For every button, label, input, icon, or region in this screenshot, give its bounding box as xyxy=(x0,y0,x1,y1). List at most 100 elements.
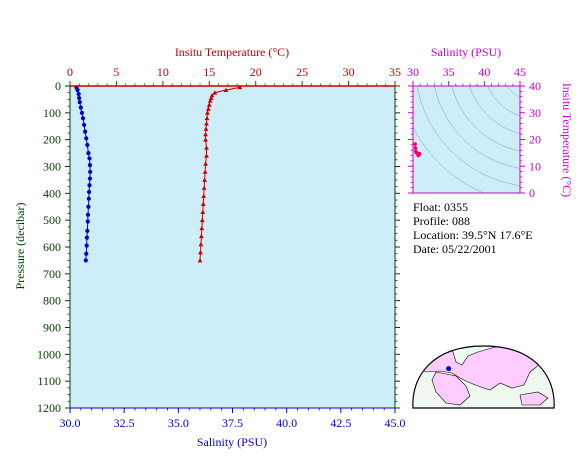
temperature-point xyxy=(198,233,204,239)
ts-temperature-tick-label: 0 xyxy=(529,186,535,200)
salinity-point xyxy=(87,176,93,181)
pressure-tick-label: 600 xyxy=(43,240,61,254)
temperature-tick-label: 5 xyxy=(113,65,119,79)
pressure-tick-label: 1200 xyxy=(37,401,61,415)
salinity-point xyxy=(75,87,80,93)
pressure-tick-label: 0 xyxy=(55,79,61,93)
pressure-axis-title: Pressure (decibar) xyxy=(13,203,27,290)
pressure-tick-label: 200 xyxy=(43,133,61,147)
ts-salinity-tick-label: 35 xyxy=(443,65,455,79)
ts-marks xyxy=(413,142,422,158)
ts-point xyxy=(413,146,418,150)
temperature-point xyxy=(203,137,208,142)
salinity-point xyxy=(84,235,89,240)
ts-temperature-tick-label: 30 xyxy=(529,106,541,120)
salinity-point xyxy=(84,251,89,256)
temperature-point xyxy=(202,177,208,182)
temperature-point xyxy=(204,153,209,158)
temperature-point xyxy=(198,241,204,247)
temperature-point xyxy=(206,102,212,107)
ts-plot-area xyxy=(413,86,520,193)
ts-temperature-tick-label: 40 xyxy=(529,79,541,93)
salinity-tick-label: 40.0 xyxy=(276,416,297,430)
salinity-tick-label: 45.0 xyxy=(385,416,406,430)
temperature-tick-label: 25 xyxy=(296,65,308,79)
profile-number: Profile: 088 xyxy=(413,214,470,228)
temperature-point xyxy=(198,249,203,255)
temperature-tick-label: 15 xyxy=(203,65,215,79)
salinity-point xyxy=(86,196,91,201)
ts-salinity-tick-label: 30 xyxy=(407,65,419,79)
pressure-tick-label: 900 xyxy=(43,321,61,335)
salinity-point xyxy=(79,110,85,115)
temperature-tick-label: 30 xyxy=(343,65,355,79)
temperature-point xyxy=(199,217,205,223)
pressure-tick-label: 1100 xyxy=(37,374,61,388)
profile-marks xyxy=(74,84,243,263)
temperature-point xyxy=(201,193,207,198)
temperature-point xyxy=(237,84,243,90)
map-outline xyxy=(412,345,555,409)
pressure-tick-label: 1000 xyxy=(37,347,61,361)
pressure-tick-label: 500 xyxy=(43,213,61,227)
pressure-tick-label: 800 xyxy=(43,294,61,308)
salinity-tick-label: 32.5 xyxy=(114,416,135,430)
temperature-point xyxy=(223,87,229,92)
salinity-point xyxy=(78,105,83,110)
date: Date: 05/22/2001 xyxy=(413,242,497,256)
temperature-point xyxy=(202,169,208,174)
salinity-tick-label: 35.0 xyxy=(168,416,189,430)
temperature-point xyxy=(203,161,208,166)
salinity-point xyxy=(84,243,89,248)
salinity-point xyxy=(85,142,90,148)
ts-salinity-tick-label: 40 xyxy=(478,65,490,79)
salinity-profile-line xyxy=(76,87,91,261)
temperature-point xyxy=(203,126,209,131)
salinity-point xyxy=(88,169,93,174)
salinity-point xyxy=(86,189,92,195)
temperature-point xyxy=(212,90,218,95)
temperature-point xyxy=(203,131,208,137)
salinity-point xyxy=(76,91,81,97)
profile-plot-area xyxy=(70,86,395,408)
salinity-point xyxy=(87,163,93,168)
temperature-tick-label: 0 xyxy=(67,65,73,79)
salinity-point xyxy=(86,150,91,156)
profile-panel: 0 5 10 15 20 25 30 35 30.0 32.5 35.0 37.5 40.0 42.5 45… xyxy=(13,45,406,449)
australia-shape xyxy=(519,391,549,406)
ts-point xyxy=(413,142,417,146)
salinity-point xyxy=(81,122,87,128)
temperature-point xyxy=(205,110,210,115)
temperature-point xyxy=(200,209,206,215)
profile-tick-labels: 0 5 10 15 20 25 30 35 30.0 32.5 35.0 37.5 40.0 42.5 45… xyxy=(37,65,406,430)
salinity-tick-label: 30.0 xyxy=(60,416,81,430)
location-map xyxy=(412,345,555,409)
pressure-tick-label: 100 xyxy=(43,106,61,120)
salinity-point xyxy=(85,219,90,224)
pressure-tick-label: 300 xyxy=(43,160,61,174)
salinity-point xyxy=(87,183,92,188)
salinity-tick-label: 37.5 xyxy=(222,416,243,430)
salinity-point xyxy=(84,136,89,141)
ts-salinity-axis-title: Salinity (PSU) xyxy=(431,45,501,59)
salinity-point xyxy=(85,228,90,233)
temperature-point xyxy=(201,185,207,190)
ts-temperature-axis-title: Insitu Temperature (°C) xyxy=(560,83,574,197)
temperature-point xyxy=(207,98,213,103)
africa-shape xyxy=(431,371,471,406)
salinity-point xyxy=(87,156,92,161)
ts-temperature-tick-label: 10 xyxy=(529,159,541,173)
ts-ticks xyxy=(408,81,525,194)
float-info: Float: 0355 Profile: 088 Location: 39.5°… xyxy=(413,200,533,256)
temperature-point xyxy=(204,145,209,150)
float-id: Float: 0355 xyxy=(413,200,468,214)
temperature-point xyxy=(199,225,205,231)
salinity-point xyxy=(77,100,82,105)
temperature-axis-title: Insitu Temperature (°C) xyxy=(175,45,289,59)
ts-temperature-tick-label: 20 xyxy=(529,133,541,147)
location: Location: 39.5°N 17.6°E xyxy=(413,228,533,242)
temperature-point xyxy=(204,121,209,126)
